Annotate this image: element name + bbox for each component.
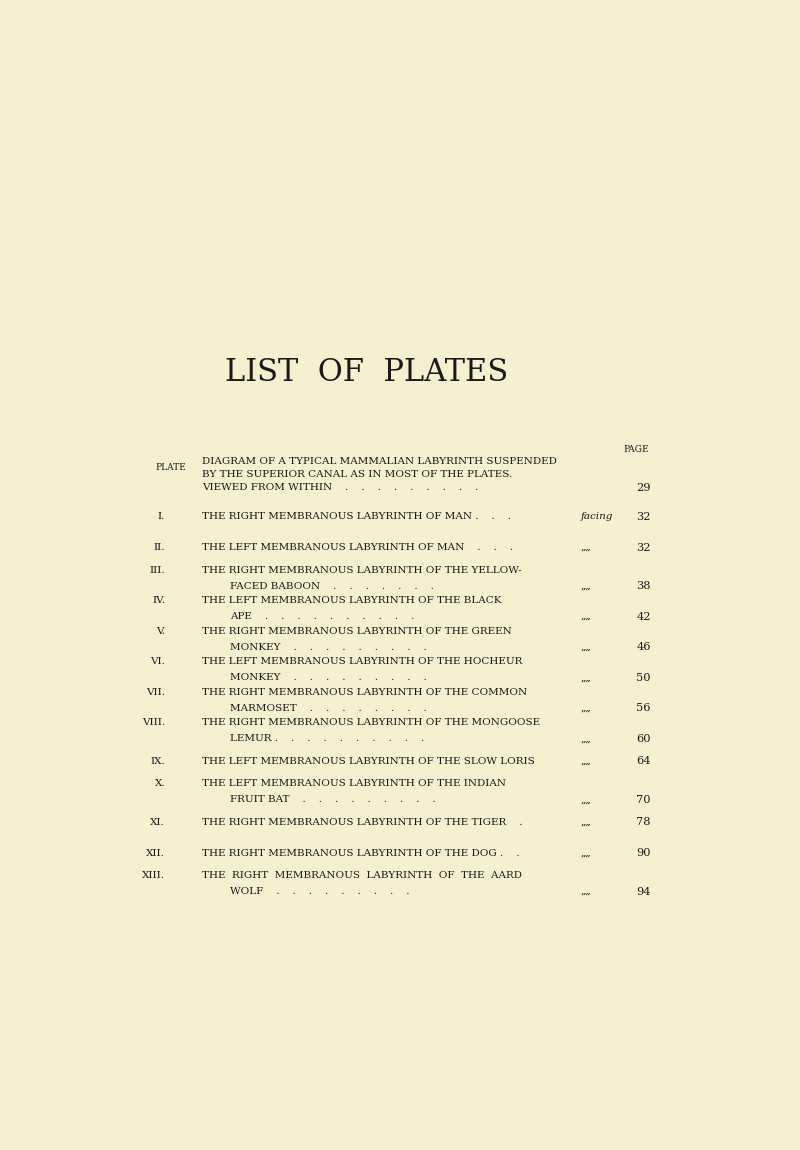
Text: 70: 70 (636, 795, 651, 805)
Text: THE LEFT MEMBRANOUS LABYRINTH OF THE BLACK: THE LEFT MEMBRANOUS LABYRINTH OF THE BLA… (202, 596, 502, 605)
Text: APE    .    .    .    .    .    .    .    .    .    .: APE . . . . . . . . . . (230, 612, 414, 621)
Text: LIST  OF  PLATES: LIST OF PLATES (225, 358, 508, 389)
Text: WOLF    .    .    .    .    .    .    .    .    .: WOLF . . . . . . . . . (230, 887, 410, 896)
Text: FACED BABOON    .    .    .    .    .    .    .: FACED BABOON . . . . . . . (230, 582, 434, 591)
Text: XIII.: XIII. (142, 871, 165, 880)
Text: III.: III. (150, 566, 165, 575)
Text: THE RIGHT MEMBRANOUS LABYRINTH OF THE MONGOOSE: THE RIGHT MEMBRANOUS LABYRINTH OF THE MO… (202, 719, 541, 727)
Text: X.: X. (154, 780, 165, 789)
Text: „„: „„ (581, 818, 591, 827)
Text: THE LEFT MEMBRANOUS LABYRINTH OF THE INDIAN: THE LEFT MEMBRANOUS LABYRINTH OF THE IND… (202, 780, 506, 789)
Text: THE  RIGHT  MEMBRANOUS  LABYRINTH  OF  THE  AARD: THE RIGHT MEMBRANOUS LABYRINTH OF THE AA… (202, 871, 522, 880)
Text: 56: 56 (636, 704, 651, 713)
Text: 32: 32 (636, 512, 651, 522)
Text: XII.: XII. (146, 849, 165, 858)
Text: 50: 50 (636, 673, 651, 683)
Text: „„: „„ (581, 796, 591, 804)
Text: PLATE: PLATE (156, 463, 186, 472)
Text: IV.: IV. (152, 596, 165, 605)
Text: IX.: IX. (150, 757, 165, 766)
Text: DIAGRAM OF A TYPICAL MAMMALIAN LABYRINTH SUSPENDED: DIAGRAM OF A TYPICAL MAMMALIAN LABYRINTH… (202, 457, 557, 466)
Text: VIEWED FROM WITHIN    .    .    .    .    .    .    .    .    .: VIEWED FROM WITHIN . . . . . . . . . (202, 483, 478, 492)
Text: V.: V. (156, 627, 165, 636)
Text: „„: „„ (581, 887, 591, 896)
Text: 94: 94 (636, 887, 651, 897)
Text: „„: „„ (581, 612, 591, 621)
Text: THE RIGHT MEMBRANOUS LABYRINTH OF THE TIGER    .: THE RIGHT MEMBRANOUS LABYRINTH OF THE TI… (202, 818, 523, 827)
Text: 78: 78 (636, 818, 651, 828)
Text: PAGE: PAGE (623, 445, 649, 454)
Text: 42: 42 (636, 612, 651, 622)
Text: VI.: VI. (150, 658, 165, 666)
Text: FRUIT BAT    .    .    .    .    .    .    .    .    .: FRUIT BAT . . . . . . . . . (230, 796, 436, 804)
Text: 29: 29 (636, 483, 651, 492)
Text: VII.: VII. (146, 688, 165, 697)
Text: THE RIGHT MEMBRANOUS LABYRINTH OF MAN .    .    .: THE RIGHT MEMBRANOUS LABYRINTH OF MAN . … (202, 513, 514, 521)
Text: 64: 64 (636, 757, 651, 766)
Text: MONKEY    .    .    .    .    .    .    .    .    .: MONKEY . . . . . . . . . (230, 673, 427, 682)
Text: THE LEFT MEMBRANOUS LABYRINTH OF MAN    .    .    .: THE LEFT MEMBRANOUS LABYRINTH OF MAN . .… (202, 543, 514, 552)
Text: „„: „„ (581, 704, 591, 713)
Text: „„: „„ (581, 735, 591, 743)
Text: facing: facing (581, 513, 613, 521)
Text: 90: 90 (636, 848, 651, 858)
Text: 46: 46 (636, 642, 651, 652)
Text: „„: „„ (581, 543, 591, 552)
Text: MONKEY    .    .    .    .    .    .    .    .    .: MONKEY . . . . . . . . . (230, 643, 427, 652)
Text: LEMUR .    .    .    .    .    .    .    .    .    .: LEMUR . . . . . . . . . . (230, 735, 425, 743)
Text: „„: „„ (581, 757, 591, 766)
Text: THE LEFT MEMBRANOUS LABYRINTH OF THE HOCHEUR: THE LEFT MEMBRANOUS LABYRINTH OF THE HOC… (202, 658, 522, 666)
Text: THE RIGHT MEMBRANOUS LABYRINTH OF THE YELLOW-: THE RIGHT MEMBRANOUS LABYRINTH OF THE YE… (202, 566, 522, 575)
Text: XI.: XI. (150, 818, 165, 827)
Text: THE RIGHT MEMBRANOUS LABYRINTH OF THE DOG .    .: THE RIGHT MEMBRANOUS LABYRINTH OF THE DO… (202, 849, 520, 858)
Text: MARMOSET    .    .    .    .    .    .    .    .: MARMOSET . . . . . . . . (230, 704, 427, 713)
Text: VIII.: VIII. (142, 719, 165, 727)
Text: 38: 38 (636, 581, 651, 591)
Text: „„: „„ (581, 673, 591, 682)
Text: 60: 60 (636, 734, 651, 744)
Text: BY THE SUPERIOR CANAL AS IN MOST OF THE PLATES.: BY THE SUPERIOR CANAL AS IN MOST OF THE … (202, 470, 513, 480)
Text: II.: II. (154, 543, 165, 552)
Text: THE LEFT MEMBRANOUS LABYRINTH OF THE SLOW LORIS: THE LEFT MEMBRANOUS LABYRINTH OF THE SLO… (202, 757, 535, 766)
Text: THE RIGHT MEMBRANOUS LABYRINTH OF THE GREEN: THE RIGHT MEMBRANOUS LABYRINTH OF THE GR… (202, 627, 512, 636)
Text: „„: „„ (581, 643, 591, 652)
Text: I.: I. (158, 513, 165, 521)
Text: „„: „„ (581, 849, 591, 858)
Text: „„: „„ (581, 582, 591, 591)
Text: 32: 32 (636, 543, 651, 552)
Text: THE RIGHT MEMBRANOUS LABYRINTH OF THE COMMON: THE RIGHT MEMBRANOUS LABYRINTH OF THE CO… (202, 688, 527, 697)
